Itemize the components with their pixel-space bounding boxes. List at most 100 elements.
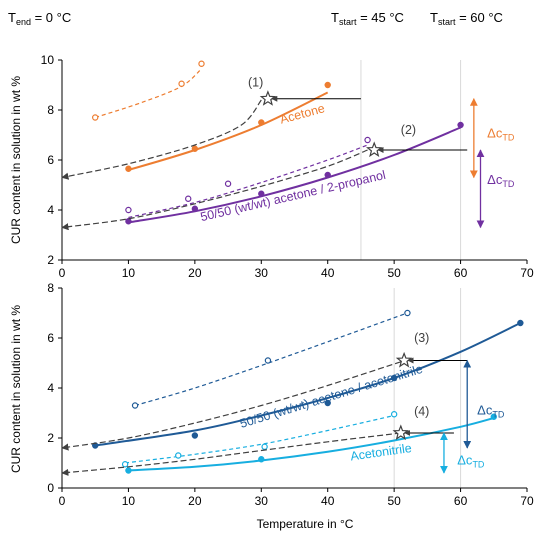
series-label-labAcnMix: 50/50 (wt/wt) acetone / acetonitrile (238, 362, 424, 431)
data-point-acetone_dashed (198, 60, 205, 67)
delta-label: ΔcTD (487, 126, 515, 143)
series-line-acetone_dashed (95, 68, 202, 119)
y-tick-label: 6 (47, 153, 54, 167)
delta-label-sub: TD (492, 409, 504, 419)
delta-label-main: Δc (487, 126, 503, 141)
t-start-60-sub: start (438, 17, 456, 27)
x-tick-label: 70 (520, 266, 534, 280)
series-line-acetone_prop_dashed (128, 144, 368, 219)
data-point-acetone_solid (191, 145, 199, 152)
y-tick-label: 8 (47, 103, 54, 117)
series-line-acetone_prop_solid (128, 126, 461, 224)
data-point-acn_mix_dashed (404, 309, 411, 317)
y-axis-label-top: CUR content in solution in wt % (9, 76, 23, 244)
data-point-acn_mix_solid (324, 399, 331, 407)
data-point-acn_solid (258, 456, 265, 463)
data-point-acn_dashed (261, 443, 268, 450)
delta-label: ΔcTD (487, 172, 515, 189)
data-point-acetone_prop_solid (324, 171, 331, 179)
x-tick-label: 10 (122, 266, 136, 280)
data-point-acn_dashed (175, 452, 182, 459)
delta-label: ΔcTD (457, 452, 485, 469)
series-label-lab3: (3) (414, 331, 429, 345)
delta-label-sub: TD (502, 179, 514, 189)
star-marker (259, 90, 277, 106)
series-label-lab1: (1) (248, 75, 263, 89)
star-marker (365, 141, 383, 158)
data-point-acetone_solid (125, 165, 132, 172)
delta-label-main: Δc (487, 172, 503, 187)
t-start-45-main: T (331, 10, 339, 25)
x-tick-label: 30 (255, 266, 269, 280)
t-end-sub: end (16, 17, 31, 27)
y-tick-label: 4 (47, 203, 54, 217)
delta-label-main: Δc (457, 452, 473, 467)
data-point-acetone_prop_solid (258, 190, 265, 197)
series-line-acetone_solid (128, 91, 329, 171)
t-start-60-main: T (430, 10, 438, 25)
delta-label-main: Δc (477, 402, 493, 417)
t-end-rest: = 0 °C (31, 10, 71, 25)
y-tick-label: 0 (47, 481, 54, 495)
data-point-acn_solid (490, 413, 497, 420)
data-point-acetone_prop_dashed (224, 180, 232, 187)
y-tick-label: 6 (47, 331, 54, 345)
data-point-acetone_dashed (92, 114, 99, 121)
x-tick-label: 0 (59, 494, 66, 508)
y-tick-label: 2 (47, 253, 54, 267)
x-tick-label: 20 (188, 266, 202, 280)
t-start-45-sub: start (339, 17, 357, 27)
series-label-lab4: (4) (414, 405, 429, 419)
series-label-lab2: (2) (401, 123, 416, 137)
delta-label-sub: TD (502, 133, 514, 143)
x-tick-label: 60 (454, 266, 468, 280)
series-line-acn_dashed (125, 414, 395, 464)
x-tick-label: 50 (387, 266, 401, 280)
data-point-acetone_prop_solid (457, 121, 464, 129)
y-axis-label-bottom: CUR content in solution in wt % (9, 305, 23, 473)
t-end-main: T (8, 10, 16, 25)
data-point-acetone_dashed (178, 80, 185, 87)
data-point-acetone_prop_solid (125, 218, 132, 225)
t-end-label: Tend = 0 °C (8, 10, 71, 27)
series-line-black3 (61, 361, 401, 451)
data-point-acn_mix_solid (191, 432, 199, 439)
data-point-acn_mix_dashed (264, 357, 272, 364)
delta-label-sub: TD (472, 459, 484, 469)
t-start-60-rest: = 60 °C (455, 10, 502, 25)
data-point-acn_dashed (121, 461, 129, 468)
data-point-acetone_solid (324, 81, 331, 89)
data-point-acn_mix_solid (517, 319, 524, 327)
data-point-acetone_prop_dashed (364, 136, 371, 144)
series-line-black2 (61, 149, 368, 231)
panel-bottom: 0 10 20 30 40 50 60 7002468ΔcTDΔcTD(3)(4)50/50 … (47, 281, 534, 508)
t-start-60-label: Tstart = 60 °C (430, 10, 503, 27)
series-label-labAcn: Acetonitrile (349, 441, 412, 463)
delta-label: ΔcTD (477, 402, 505, 419)
series-line-black4 (61, 432, 401, 477)
x-tick-label: 40 (321, 494, 335, 508)
x-axis-label: Temperature in °C (257, 517, 354, 531)
y-tick-label: 4 (47, 381, 54, 395)
t-start-45-label: Tstart = 45 °C (331, 10, 404, 27)
x-tick-label: 20 (188, 494, 202, 508)
t-start-45-rest: = 45 °C (356, 10, 403, 25)
data-point-acn_dashed (390, 411, 398, 418)
x-tick-label: 0 (59, 266, 66, 280)
x-tick-label: 60 (454, 494, 468, 508)
series-line-acn_mix_solid (95, 322, 521, 447)
x-tick-label: 40 (321, 266, 335, 280)
data-point-acetone_prop_solid (191, 205, 199, 212)
data-point-acn_solid (125, 467, 132, 474)
series-line-black1 (61, 99, 262, 180)
y-tick-label: 2 (47, 431, 54, 445)
x-tick-label: 10 (122, 494, 136, 508)
data-point-acetone_prop_dashed (185, 195, 192, 202)
x-tick-label: 50 (387, 494, 401, 508)
y-tick-label: 8 (47, 281, 54, 295)
y-tick-label: 10 (41, 53, 55, 67)
x-tick-label: 30 (255, 494, 269, 508)
data-point-acetone_solid (258, 119, 265, 126)
series-line-acn_solid (128, 417, 495, 472)
